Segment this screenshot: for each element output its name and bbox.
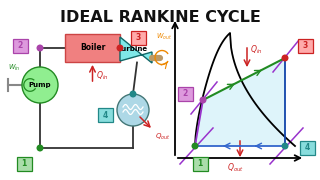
Text: $W_{in}$: $W_{in}$ — [8, 63, 20, 73]
Text: 3: 3 — [302, 42, 308, 51]
Circle shape — [36, 44, 44, 51]
Text: $Q_{in}$: $Q_{in}$ — [250, 44, 262, 57]
Circle shape — [36, 145, 44, 152]
Text: IDEAL RANKINE CYCLE: IDEAL RANKINE CYCLE — [60, 10, 260, 25]
Text: $Q_{out}$: $Q_{out}$ — [155, 132, 171, 142]
FancyBboxPatch shape — [98, 108, 113, 122]
FancyBboxPatch shape — [298, 39, 313, 53]
FancyBboxPatch shape — [131, 31, 146, 45]
Text: 1: 1 — [21, 159, 27, 168]
FancyBboxPatch shape — [65, 34, 120, 62]
Text: 2: 2 — [182, 89, 188, 98]
Text: Boiler: Boiler — [80, 44, 105, 53]
Circle shape — [199, 96, 206, 103]
Text: $Q_{out}$: $Q_{out}$ — [227, 162, 244, 174]
Text: Pump: Pump — [29, 82, 51, 88]
Text: Turbine: Turbine — [118, 46, 148, 52]
Circle shape — [282, 55, 289, 62]
Text: 4: 4 — [102, 111, 108, 120]
Circle shape — [191, 143, 198, 150]
FancyBboxPatch shape — [178, 87, 193, 101]
Polygon shape — [120, 37, 152, 63]
Text: $W_{out}$: $W_{out}$ — [156, 32, 172, 42]
FancyBboxPatch shape — [17, 157, 31, 171]
Text: $Q_{in}$: $Q_{in}$ — [97, 70, 109, 82]
Circle shape — [282, 143, 289, 150]
Circle shape — [130, 91, 137, 98]
Polygon shape — [195, 58, 285, 146]
Text: 1: 1 — [197, 159, 203, 168]
Text: 4: 4 — [304, 143, 310, 152]
FancyBboxPatch shape — [300, 141, 315, 155]
Text: 3: 3 — [135, 33, 140, 42]
Circle shape — [116, 44, 124, 51]
Text: 2: 2 — [17, 42, 23, 51]
Circle shape — [117, 94, 149, 126]
FancyBboxPatch shape — [12, 39, 28, 53]
Circle shape — [22, 67, 58, 103]
FancyBboxPatch shape — [193, 157, 207, 171]
